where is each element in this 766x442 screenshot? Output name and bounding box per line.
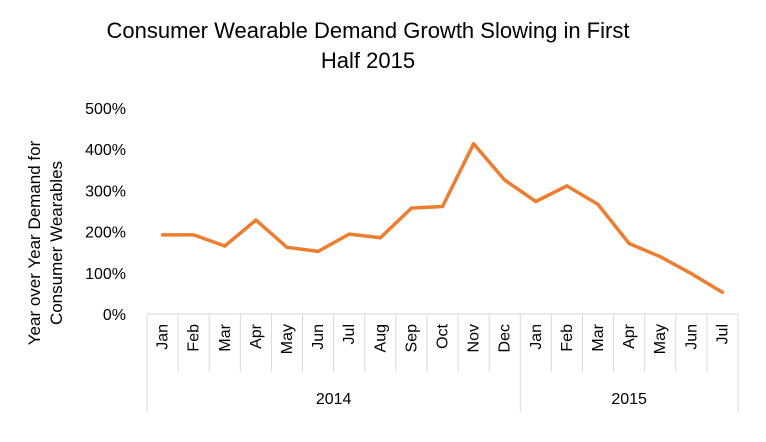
y-tick-label: 200% bbox=[85, 225, 126, 242]
chart-title-line-1: Consumer Wearable Demand Growth Slowing … bbox=[107, 18, 630, 43]
x-tick-label: May bbox=[279, 324, 296, 354]
y-axis-label-line-2: Consumer Wearables bbox=[47, 161, 66, 325]
x-tick-label: May bbox=[652, 324, 669, 354]
x-tick-label: Aug bbox=[372, 324, 389, 352]
series-layer bbox=[160, 142, 725, 294]
data-point bbox=[503, 178, 507, 182]
x-axis: Jan Feb Mar Apr May Jun Jul Aug Sep Oct Nov Dec Jan F… bbox=[146, 313, 739, 412]
data-point bbox=[347, 232, 351, 236]
data-point bbox=[658, 255, 662, 259]
data-point bbox=[472, 142, 476, 146]
data-point bbox=[160, 233, 165, 237]
chart-title-line-2: Half 2015 bbox=[321, 48, 415, 73]
x-tick-label: Feb bbox=[559, 324, 576, 352]
x-tick-label: Jan bbox=[528, 324, 545, 350]
data-point bbox=[627, 241, 631, 246]
data-point bbox=[378, 236, 382, 240]
x-tick-label: Oct bbox=[435, 323, 452, 348]
data-point bbox=[254, 218, 258, 222]
x-group-label: 2015 bbox=[611, 391, 647, 408]
x-tick-label: Jul bbox=[341, 324, 358, 344]
y-tick-label: 400% bbox=[85, 142, 126, 159]
data-point bbox=[534, 199, 538, 204]
x-tick-label: Sep bbox=[403, 324, 420, 353]
x-group-label: 2014 bbox=[316, 391, 352, 408]
x-tick-label: Jun bbox=[310, 324, 327, 350]
data-point bbox=[223, 244, 227, 248]
y-axis-label-line-1: Year over Year Demand for bbox=[25, 140, 44, 345]
x-tick-label: Nov bbox=[466, 324, 483, 352]
series-line bbox=[160, 142, 725, 294]
x-tick-label: Mar bbox=[217, 323, 234, 351]
data-point bbox=[192, 233, 196, 237]
x-tick-label: Jun bbox=[683, 324, 700, 350]
y-tick-label: 300% bbox=[85, 183, 126, 200]
y-tick-label: 100% bbox=[85, 266, 126, 283]
x-tick-label: Apr bbox=[621, 323, 638, 349]
x-tick-label: Jul bbox=[714, 324, 731, 344]
data-point bbox=[596, 202, 600, 207]
data-point bbox=[565, 184, 569, 188]
data-point bbox=[285, 245, 289, 249]
x-tick-label: Dec bbox=[497, 324, 514, 352]
y-tick-label: 0% bbox=[103, 307, 126, 324]
data-point bbox=[409, 206, 413, 210]
data-point bbox=[440, 204, 445, 209]
data-point bbox=[689, 272, 693, 276]
data-point bbox=[316, 249, 320, 253]
x-tick-label: Jan bbox=[155, 324, 172, 350]
x-tick-label: Apr bbox=[248, 323, 265, 349]
y-tick-label: 500% bbox=[85, 101, 126, 118]
x-tick-label: Mar bbox=[590, 323, 607, 351]
data-point bbox=[720, 290, 725, 294]
x-tick-label: Feb bbox=[186, 324, 203, 352]
y-axis-ticks: 0% 100% 200% 300% 400% 500% bbox=[85, 101, 126, 324]
